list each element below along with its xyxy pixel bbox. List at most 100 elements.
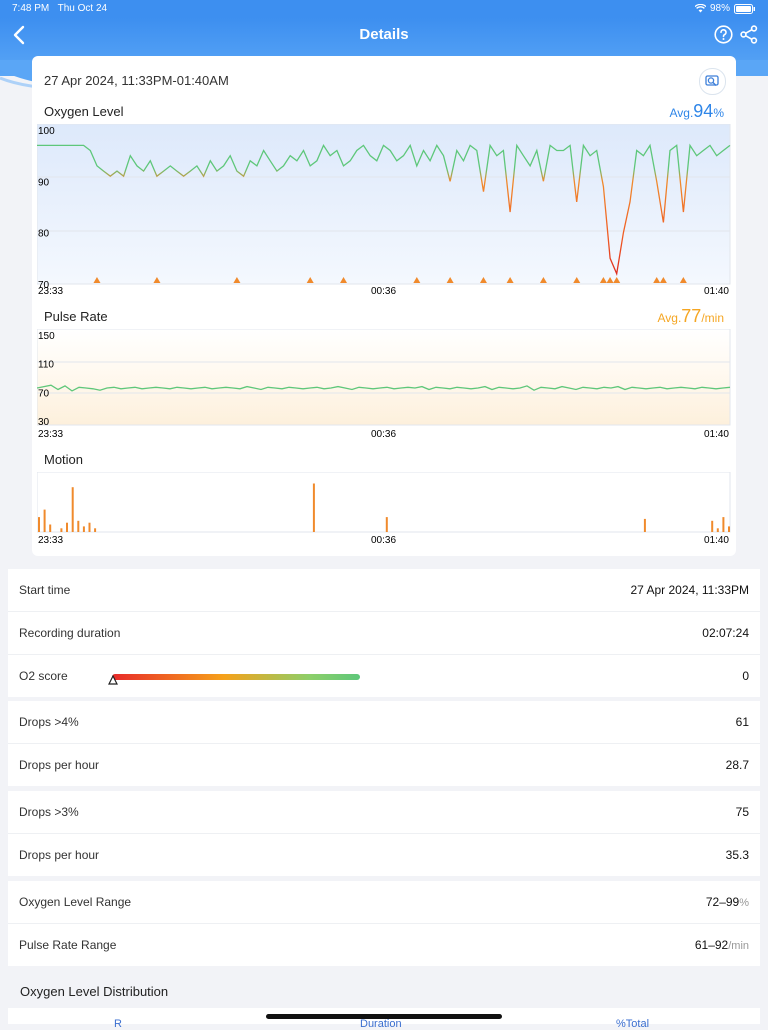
drop-marker <box>233 277 241 283</box>
duration-label: Recording duration <box>19 626 121 640</box>
drops4-card: Drops >4% 61 Drops per hour 28.7 <box>8 701 760 786</box>
o2-score-value: 0 <box>742 669 749 683</box>
oxygen-range-value: 72–99% <box>705 895 749 909</box>
pulse-average: Avg.77/min <box>657 306 725 326</box>
help-icon[interactable] <box>714 25 733 44</box>
drop-marker <box>340 277 348 283</box>
distribution-title: Oxygen Level Distribution <box>20 984 169 999</box>
oxygen-average: Avg.94% <box>669 101 725 121</box>
drop-marker <box>539 277 547 283</box>
x-tick-label: 01:40 <box>704 535 729 546</box>
drop-marker <box>506 277 514 283</box>
drop-marker <box>659 277 667 283</box>
y-tick-label: 110 <box>38 360 54 371</box>
motion-bar <box>82 526 85 532</box>
motion-bar <box>71 487 74 532</box>
o2-score-marker-icon <box>108 675 118 685</box>
drop-marker <box>153 277 161 283</box>
distribution-col-total: %Total <box>616 1018 650 1030</box>
oxygen-series-line <box>37 143 731 277</box>
pulse-chart: 150 110 70 30 23:33 00:36 01:40 <box>37 329 731 440</box>
motion-bar <box>77 520 80 532</box>
wifi-icon <box>694 4 706 13</box>
pulse-range-row: Pulse Rate Range 61–92/min <box>8 924 760 966</box>
drops3-value: 75 <box>735 805 749 819</box>
oxygen-range-row: Oxygen Level Range 72–99% <box>8 881 760 924</box>
drop-marker <box>613 277 621 283</box>
drop-marker <box>573 277 581 283</box>
x-tick-label: 01:40 <box>704 286 729 297</box>
o2-score-label: O2 score <box>19 669 68 683</box>
motion-bar <box>728 526 730 532</box>
motion-bar <box>385 517 388 532</box>
o2-score-gradient-bar <box>112 674 360 680</box>
motion-bar <box>66 522 68 532</box>
back-chevron-icon[interactable] <box>10 23 30 47</box>
drop-marker <box>679 277 687 283</box>
motion-bar <box>716 528 719 532</box>
x-tick-label: 23:33 <box>38 286 63 297</box>
motion-title: Motion <box>44 452 84 467</box>
duration-value: 02:07:24 <box>702 626 749 640</box>
start-time-row: Start time 27 Apr 2024, 11:33PM <box>8 569 760 612</box>
motion-bar <box>88 522 91 532</box>
page-title: Details <box>359 26 409 43</box>
ranges-card: Oxygen Level Range 72–99% Pulse Rate Ran… <box>8 881 760 966</box>
motion-bar <box>711 520 714 532</box>
date-range: 27 Apr 2024, 11:33PM-01:40AM <box>44 73 229 88</box>
motion-bar <box>49 524 52 532</box>
drop-marker <box>306 277 314 283</box>
drops4-per-hour-row: Drops per hour 28.7 <box>8 744 760 786</box>
drops4-per-hour-value: 28.7 <box>725 758 749 772</box>
pulse-series-line <box>37 384 731 392</box>
drops3-per-hour-label: Drops per hour <box>19 848 100 862</box>
x-tick-label: 00:36 <box>371 535 396 546</box>
drops3-per-hour-row: Drops per hour 35.3 <box>8 834 760 876</box>
drops3-card: Drops >3% 75 Drops per hour 35.3 <box>8 791 760 876</box>
y-tick-label: 150 <box>38 331 55 342</box>
distribution-col-duration: Duration <box>360 1018 402 1030</box>
drops4-row: Drops >4% 61 <box>8 701 760 744</box>
motion-bar <box>43 509 46 532</box>
battery-percent: 98% <box>709 3 730 14</box>
x-tick-label: 00:36 <box>371 429 396 440</box>
start-time-label: Start time <box>19 583 71 597</box>
drops3-label: Drops >3% <box>19 805 79 819</box>
motion-bar <box>643 518 646 532</box>
home-indicator[interactable] <box>266 1014 502 1019</box>
drops4-per-hour-label: Drops per hour <box>19 758 100 772</box>
distribution-col-range: R <box>114 1018 122 1030</box>
motion-chart: 23:33 00:36 01:40 <box>37 472 731 546</box>
drop-marker <box>93 277 101 283</box>
x-tick-label: 01:40 <box>704 429 729 440</box>
oxygen-chart: 100 90 80 70 23:33 00:36 01:40 <box>37 124 731 297</box>
drops3-row: Drops >3% 75 <box>8 791 760 834</box>
battery-icon <box>734 3 755 14</box>
y-tick-label: 70 <box>38 388 50 399</box>
drop-marker <box>653 277 661 283</box>
drop-marker <box>413 277 421 283</box>
x-tick-label: 23:33 <box>38 535 63 546</box>
drops4-label: Drops >4% <box>19 715 79 729</box>
pulse-range-value: 61–92/min <box>694 938 749 952</box>
motion-bar <box>60 528 63 532</box>
start-time-value: 27 Apr 2024, 11:33PM <box>630 583 749 597</box>
drops4-value: 61 <box>735 715 749 729</box>
drop-marker <box>606 277 614 283</box>
y-tick-label: 90 <box>38 177 50 188</box>
status-bar: 7:48 PM Thu Oct 24 98% <box>0 0 768 18</box>
y-tick-label: 70 <box>38 280 50 291</box>
motion-bar <box>722 517 725 532</box>
oxygen-title: Oxygen Level <box>44 104 124 119</box>
drop-marker <box>446 277 454 283</box>
y-tick-label: 80 <box>38 229 50 240</box>
summary-card: Start time 27 Apr 2024, 11:33PM Recordin… <box>8 569 760 697</box>
status-right: 98% <box>694 3 756 14</box>
motion-bar <box>312 483 315 532</box>
status-time-date: 7:48 PM Thu Oct 24 <box>12 3 108 14</box>
y-tick-label: 100 <box>38 126 55 137</box>
share-icon[interactable] <box>740 25 758 44</box>
o2-score-row: O2 score 0 <box>8 655 760 697</box>
motion-bar <box>38 517 40 532</box>
zoom-search-icon[interactable] <box>699 68 726 95</box>
